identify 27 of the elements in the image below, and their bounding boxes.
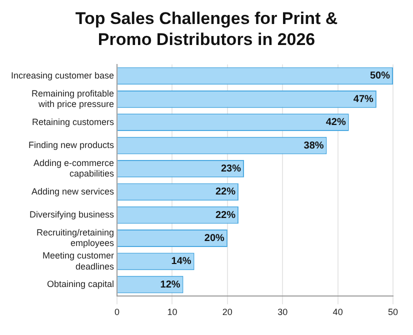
y-tick-label: Finding new products: [28, 140, 115, 150]
data-label: 22%: [215, 186, 236, 198]
x-tick-label: 20: [222, 307, 232, 318]
y-tick-label: Obtaining capital: [47, 279, 114, 290]
x-tick-label: 40: [332, 307, 343, 318]
x-tick-label: 50: [388, 307, 398, 318]
y-tick-label: Remaining profitable with price pressure: [32, 88, 114, 110]
data-label: 12%: [160, 279, 180, 290]
data-label: 42%: [326, 117, 346, 128]
y-tick-label: Adding e-commerce capabilities: [34, 158, 115, 179]
data-label: 20%: [204, 233, 225, 244]
data-label: 47%: [353, 94, 374, 105]
data-label: 22%: [215, 210, 236, 221]
x-tick-label: 0: [114, 307, 120, 318]
data-label: 23%: [220, 163, 242, 174]
x-tick-label: 10: [167, 307, 178, 318]
y-tick-label: Retaining customers: [32, 116, 115, 127]
data-label: 38%: [304, 140, 324, 152]
y-tick-label: Meeting customer deadlines: [42, 250, 115, 272]
chart-title: Top Sales Challenges for Print & Promo Distributors in 2026: [74, 8, 339, 50]
data-label: 50%: [370, 70, 390, 82]
y-tick-label: Diversifying business: [30, 210, 115, 220]
y-tick-label: Adding new services: [32, 186, 115, 196]
x-tick-label: 30: [278, 307, 288, 318]
y-tick-label: Increasing customer base: [10, 70, 114, 80]
data-label: 14%: [171, 256, 192, 268]
y-tick-label: Recruiting/retaining employees: [36, 227, 115, 248]
